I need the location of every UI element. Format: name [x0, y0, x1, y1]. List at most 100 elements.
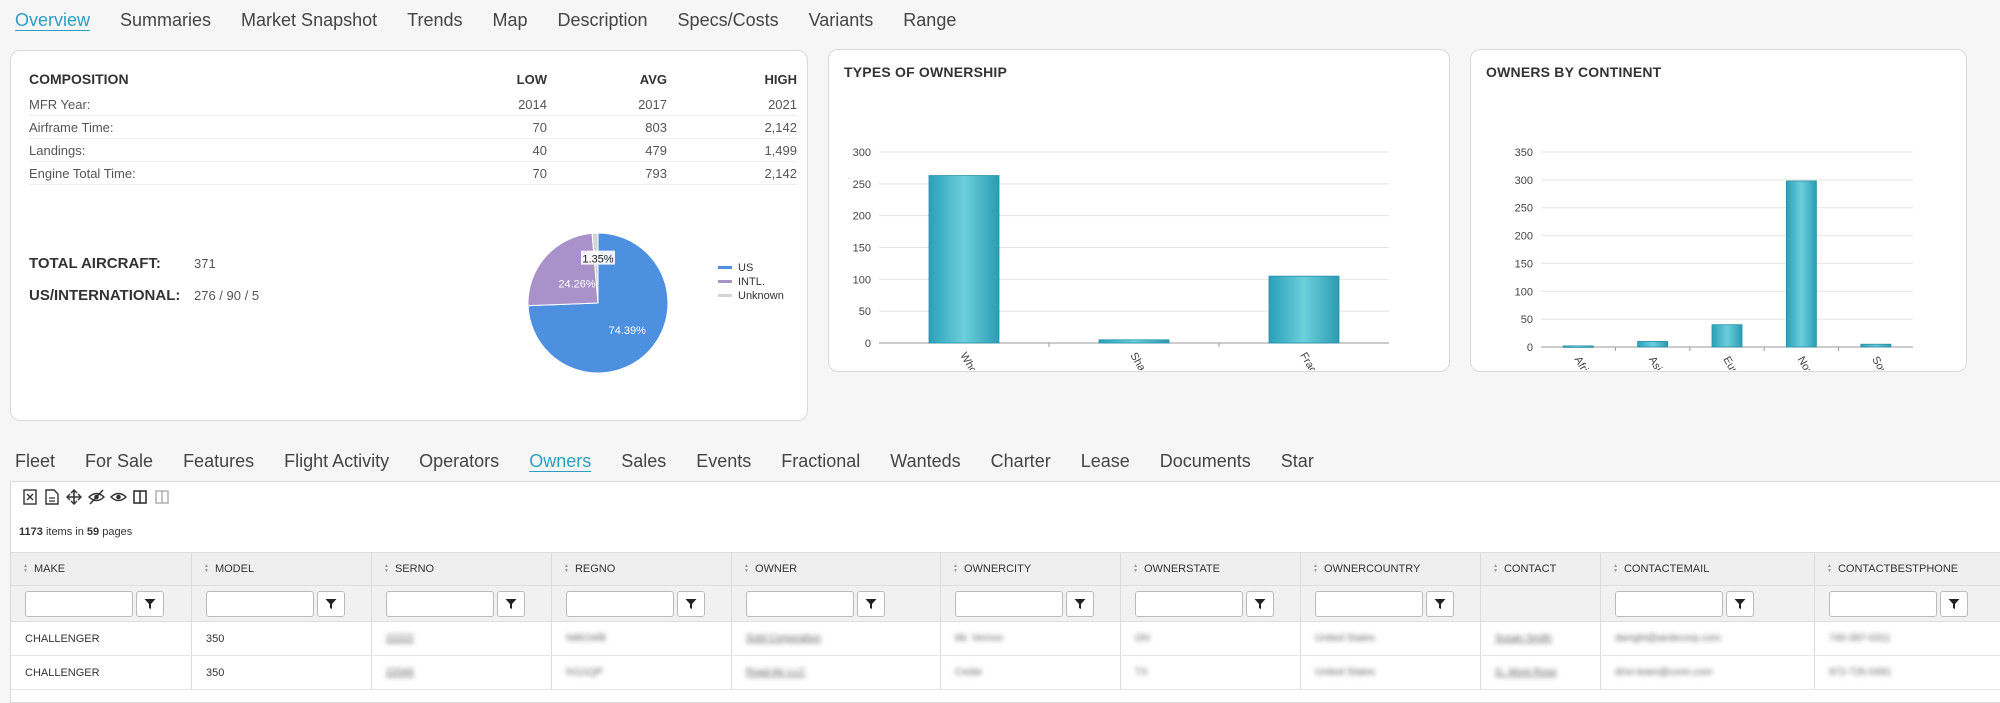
filter-input-serno[interactable] — [386, 590, 494, 617]
sort-icon: ▲ ▼ — [953, 563, 958, 574]
filter-input-ownercountry[interactable] — [1315, 590, 1423, 617]
filter-input-regno[interactable] — [566, 590, 674, 617]
column-header-make[interactable]: ▲ ▼ MAKE — [11, 553, 192, 585]
filter-button[interactable] — [1426, 590, 1454, 617]
table-cell: 350 — [192, 656, 372, 689]
tab-documents[interactable]: Documents — [1159, 450, 1251, 471]
filter-input-ownerstate[interactable] — [1135, 590, 1243, 617]
redacted-value: OH — [1135, 633, 1150, 644]
sort-icon: ▲ ▼ — [1133, 563, 1138, 574]
composition-title: COMPOSITION — [29, 71, 129, 87]
redacted-value[interactable]: Road Air LLC — [746, 667, 806, 678]
legend-label-intl: INTL. — [738, 276, 765, 288]
composition-avg: 793 — [645, 165, 667, 181]
composition-low: 40 — [532, 142, 547, 158]
column-header-contactbestphone[interactable]: ▲ ▼ CONTACTBESTPHONE — [1815, 553, 2000, 585]
filter-input-contactbestphone[interactable] — [1829, 590, 1937, 617]
column-header-regno[interactable]: ▲ ▼ REGNO — [552, 553, 732, 585]
tab-specs-costs[interactable]: Specs/Costs — [677, 9, 779, 30]
tab-operators[interactable]: Operators — [419, 450, 500, 471]
show-icon[interactable] — [109, 488, 127, 506]
composition-row: MFR Year: 2014 2017 2021 — [29, 93, 797, 116]
table-cell: CHALLENGER — [11, 622, 192, 655]
filter-button[interactable] — [857, 590, 885, 617]
tab-sales[interactable]: Sales — [621, 450, 667, 471]
columns-icon[interactable] — [131, 488, 149, 506]
us-international-label: US/INTERNATIONAL: — [29, 287, 181, 304]
table-cell: TX — [1121, 656, 1301, 689]
redacted-value[interactable]: 22222 — [386, 633, 414, 644]
redacted-value[interactable]: 22046 — [386, 667, 414, 678]
redacted-value: 972-725-0491 — [1829, 667, 1892, 678]
redacted-value: United States — [1315, 667, 1376, 678]
ownership-bar-chart: 0 50 100 150 200 250 300 Whole Shared Fractional — [853, 147, 1389, 370]
filter-button[interactable] — [1726, 590, 1754, 617]
filter-input-ownercity[interactable] — [955, 590, 1063, 617]
grid-toolbar — [21, 487, 175, 507]
redacted-value: Cedar — [955, 667, 983, 678]
tab-events[interactable]: Events — [696, 450, 752, 471]
tab-description[interactable]: Description — [557, 9, 648, 30]
filter-button[interactable] — [497, 590, 525, 617]
tab-overview[interactable]: Overview — [15, 9, 91, 30]
x-tick-label: South A... — [1869, 355, 1903, 371]
filter-cell-ownercity — [941, 586, 1121, 621]
hide-icon[interactable] — [87, 488, 105, 506]
table-row[interactable]: CHALLENGER 350 22046 N111QP Road Air LLC Ceda… — [11, 656, 2000, 690]
filter-input-make[interactable] — [25, 590, 133, 617]
table-row[interactable]: CHALLENGER 350 22222 N861WB Sold Corporation… — [11, 622, 2000, 656]
column-header-contactemail[interactable]: ▲ ▼ CONTACTEMAIL — [1601, 553, 1815, 585]
move-icon[interactable] — [65, 488, 83, 506]
filter-icon — [865, 598, 877, 609]
pie-data-label: 24.26% — [558, 278, 596, 290]
tab-trends[interactable]: Trends — [407, 9, 463, 30]
tab-flight-activity[interactable]: Flight Activity — [284, 450, 390, 471]
y-tick-label: 300 — [1515, 175, 1533, 187]
tab-star[interactable]: Star — [1280, 450, 1314, 471]
tab-lease[interactable]: Lease — [1080, 450, 1130, 471]
tab-charter[interactable]: Charter — [990, 450, 1051, 471]
tab-map[interactable]: Map — [492, 9, 528, 30]
column-header-serno[interactable]: ▲ ▼ SERNO — [372, 553, 552, 585]
composition-label: Engine Total Time: — [29, 165, 136, 181]
tab-market-snapshot[interactable]: Market Snapshot — [241, 9, 378, 30]
filter-button[interactable] — [136, 590, 164, 617]
redacted-value[interactable]: G. Mont Rose — [1495, 667, 1557, 678]
filter-input-contactemail[interactable] — [1615, 590, 1723, 617]
bar-north-a — [1785, 180, 1817, 348]
column-header-ownercity[interactable]: ▲ ▼ OWNERCITY — [941, 553, 1121, 585]
column-header-contact[interactable]: ▲ ▼ CONTACT — [1481, 553, 1601, 585]
column-header-ownercountry[interactable]: ▲ ▼ OWNERCOUNTRY — [1301, 553, 1481, 585]
filter-button[interactable] — [317, 590, 345, 617]
sort-icon: ▲ ▼ — [1313, 563, 1318, 574]
pie-slice-intl — [527, 232, 599, 307]
redacted-value[interactable]: Sold Corporation — [746, 633, 822, 644]
tab-variants[interactable]: Variants — [808, 9, 874, 30]
tab-wanteds[interactable]: Wanteds — [890, 450, 961, 471]
x-tick-label: North A... — [1795, 355, 1828, 371]
redacted-value[interactable]: Susan Smith — [1495, 633, 1552, 644]
sort-icon: ▲ ▼ — [1493, 563, 1498, 574]
filter-button[interactable] — [1940, 590, 1968, 617]
tab-owners[interactable]: Owners — [529, 450, 592, 471]
column-header-label: MODEL — [214, 563, 255, 575]
filter-cell-owner — [732, 586, 941, 621]
filter-input-model[interactable] — [206, 590, 314, 617]
tab-fractional[interactable]: Fractional — [781, 450, 861, 471]
excel-icon[interactable] — [21, 488, 39, 506]
tab-for-sale[interactable]: For Sale — [85, 450, 154, 471]
filter-button[interactable] — [677, 590, 705, 617]
filter-button[interactable] — [1246, 590, 1274, 617]
pdf-icon[interactable] — [43, 488, 61, 506]
column-header-owner[interactable]: ▲ ▼ OWNER — [732, 553, 941, 585]
tab-range[interactable]: Range — [903, 9, 957, 30]
tab-fleet[interactable]: Fleet — [15, 450, 56, 471]
filter-button[interactable] — [1066, 590, 1094, 617]
filter-cell-model — [192, 586, 372, 621]
filter-input-owner[interactable] — [746, 590, 854, 617]
column-header-model[interactable]: ▲ ▼ MODEL — [192, 553, 372, 585]
tab-features[interactable]: Features — [183, 450, 255, 471]
column-header-ownerstate[interactable]: ▲ ▼ OWNERSTATE — [1121, 553, 1301, 585]
columns-light-icon[interactable] — [153, 488, 171, 506]
tab-summaries[interactable]: Summaries — [120, 9, 212, 30]
